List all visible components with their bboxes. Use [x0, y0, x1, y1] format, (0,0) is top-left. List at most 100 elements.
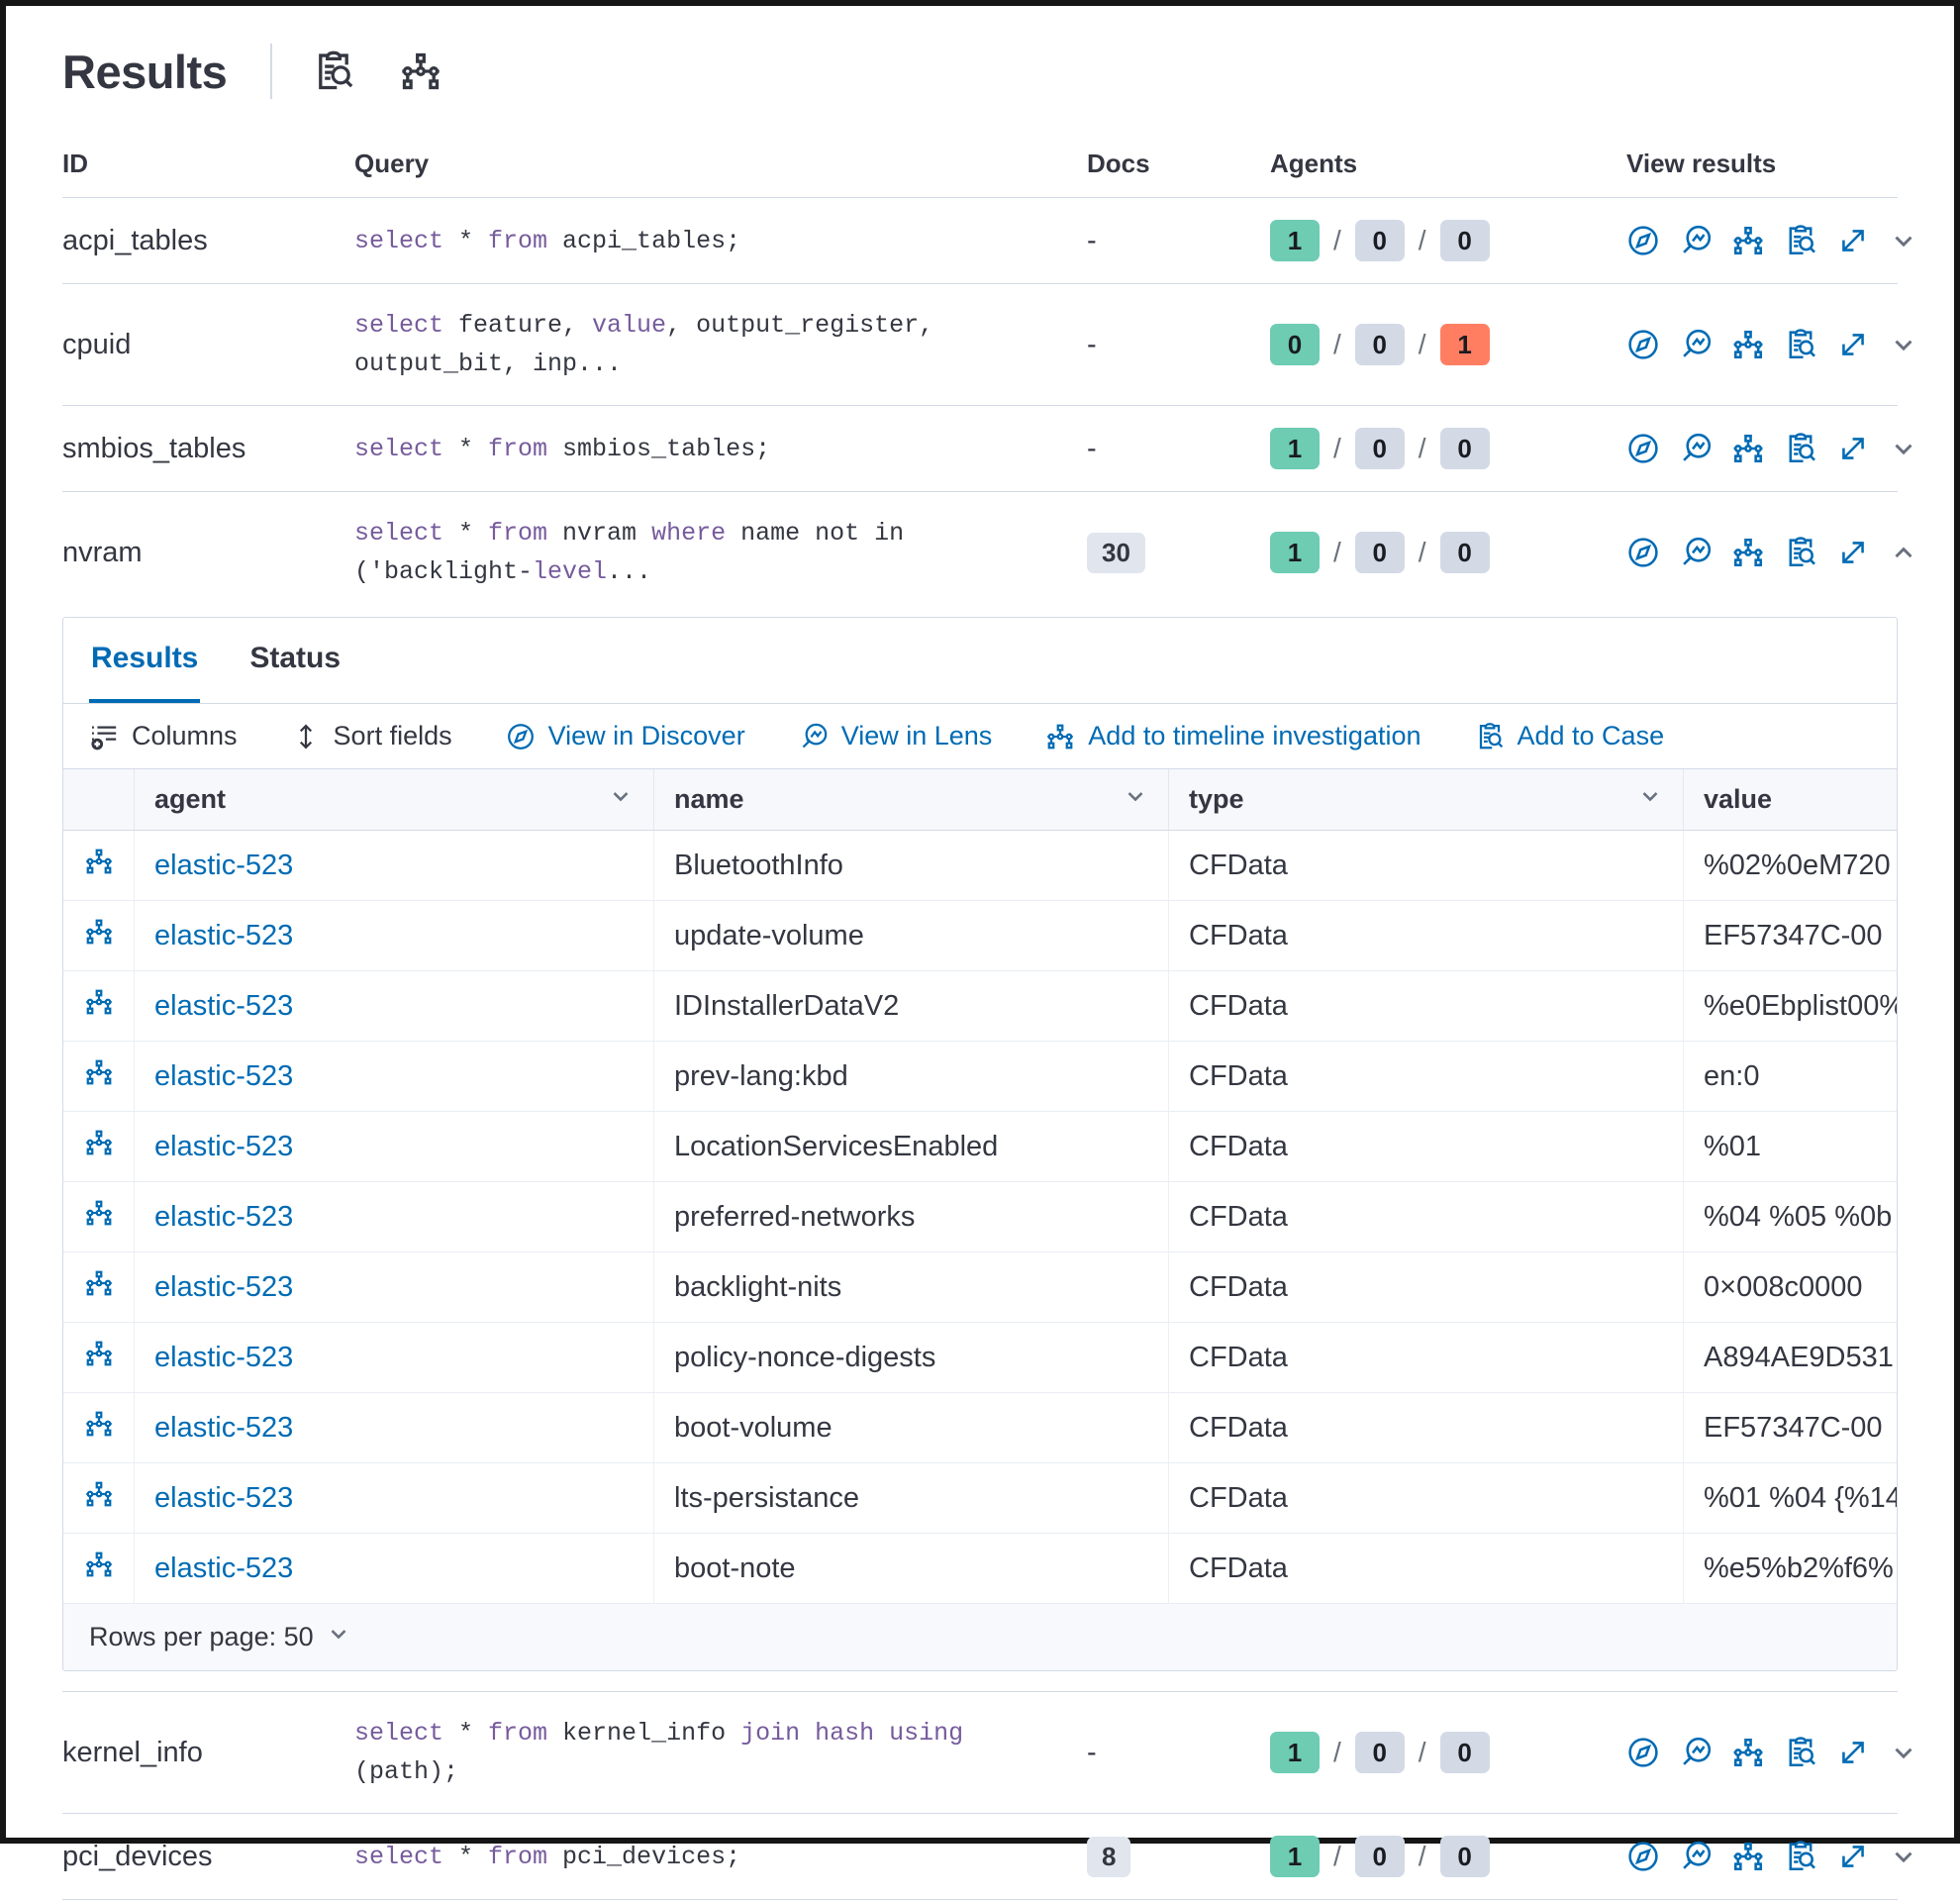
row-actions-cell — [63, 971, 135, 1041]
timeline-tree-icon[interactable] — [1731, 536, 1765, 569]
chevron-down-icon[interactable] — [1889, 226, 1918, 255]
query-row-acpi-tables: acpi_tables select * from acpi_tables; -… — [62, 198, 1898, 284]
case-inspect-icon[interactable] — [1784, 1840, 1817, 1873]
timeline-tree-icon[interactable] — [1731, 1840, 1765, 1873]
case-inspect-icon[interactable] — [1784, 1736, 1817, 1769]
chevron-down-icon[interactable] — [1889, 1842, 1918, 1871]
query-id: kernel_info — [62, 1736, 203, 1768]
chevron-down-icon[interactable] — [1123, 783, 1148, 816]
grid-column-type[interactable]: type — [1169, 769, 1684, 830]
add-to-timeline-icon[interactable] — [84, 1550, 114, 1587]
value-cell: %02%0eM720 — [1704, 849, 1891, 881]
type-cell: CFData — [1169, 1323, 1684, 1392]
expand-icon[interactable] — [1836, 224, 1870, 257]
add-to-timeline-icon[interactable] — [84, 847, 114, 884]
agent-link[interactable]: elastic-523 — [154, 1481, 294, 1514]
add-to-timeline-icon[interactable] — [84, 1409, 114, 1447]
chevron-down-icon[interactable] — [1889, 330, 1918, 359]
lens-icon[interactable] — [1679, 432, 1713, 465]
add-to-timeline-icon[interactable] — [84, 1268, 114, 1306]
value-cell: EF57347C-00 — [1704, 919, 1883, 951]
chevron-down-icon[interactable] — [1637, 783, 1663, 816]
case-inspect-icon[interactable] — [1784, 536, 1817, 569]
grid-column-value[interactable]: value — [1704, 784, 1773, 814]
view-results-actions — [1626, 224, 1918, 257]
sort-fields-button[interactable]: Sort fields — [291, 721, 452, 751]
discover-compass-icon[interactable] — [1626, 224, 1660, 257]
expand-icon[interactable] — [1836, 432, 1870, 465]
add-to-timeline-icon[interactable] — [84, 1198, 114, 1236]
expand-icon[interactable] — [1836, 1840, 1870, 1873]
case-inspect-icon[interactable] — [1784, 224, 1817, 257]
name-cell: policy-nonce-digests — [654, 1323, 1169, 1392]
chevron-down-icon[interactable] — [1889, 434, 1918, 463]
add-to-timeline-icon[interactable] — [84, 987, 114, 1025]
tab-status[interactable]: Status — [249, 642, 342, 674]
add-to-timeline-icon[interactable] — [84, 1057, 114, 1095]
agent-cell: elastic-523 — [135, 1393, 654, 1462]
chevron-up-icon[interactable] — [1889, 538, 1918, 567]
grid-column-agent[interactable]: agent — [135, 769, 654, 830]
lens-icon[interactable] — [1679, 328, 1713, 361]
agent-link[interactable]: elastic-523 — [154, 919, 294, 951]
timeline-tree-icon[interactable] — [1731, 328, 1765, 361]
expand-icon[interactable] — [1836, 1736, 1870, 1769]
chevron-down-icon[interactable] — [608, 783, 634, 816]
lens-icon[interactable] — [1679, 536, 1713, 569]
lens-icon — [799, 722, 829, 751]
case-inspect-icon[interactable] — [1784, 432, 1817, 465]
inspect-icon[interactable] — [312, 50, 355, 93]
discover-compass-icon[interactable] — [1626, 536, 1660, 569]
col-header-agents: Agents — [1270, 149, 1358, 178]
tab-results[interactable]: Results — [89, 618, 201, 703]
discover-compass-icon[interactable] — [1626, 1840, 1660, 1873]
view-in-discover-button[interactable]: View in Discover — [506, 721, 745, 751]
timeline-tree-icon[interactable] — [399, 50, 442, 93]
case-inspect-icon[interactable] — [1784, 328, 1817, 361]
agent-link[interactable]: elastic-523 — [154, 1341, 294, 1373]
rows-per-page-button[interactable]: Rows per page: 50 — [89, 1622, 314, 1651]
agent-cell: elastic-523 — [135, 1534, 654, 1603]
timeline-tree-icon[interactable] — [1731, 1736, 1765, 1769]
row-actions-cell — [63, 1393, 135, 1462]
grid-column-name[interactable]: name — [654, 769, 1169, 830]
agent-link[interactable]: elastic-523 — [154, 1059, 294, 1092]
agent-link[interactable]: elastic-523 — [154, 1270, 294, 1303]
add-to-timeline-button[interactable]: Add to timeline investigation — [1045, 721, 1421, 751]
row-actions-cell — [63, 1042, 135, 1111]
agent-link[interactable]: elastic-523 — [154, 1411, 294, 1444]
agents-success-badge: 1 — [1270, 532, 1320, 573]
agent-link[interactable]: elastic-523 — [154, 849, 294, 881]
add-to-timeline-icon[interactable] — [84, 1128, 114, 1165]
lens-icon[interactable] — [1679, 224, 1713, 257]
chevron-down-icon[interactable] — [326, 1621, 351, 1653]
docs-count: - — [1087, 1736, 1097, 1768]
result-row: elastic-523 update-volume CFData EF57347… — [63, 901, 1897, 971]
add-to-timeline-icon[interactable] — [84, 1479, 114, 1517]
add-to-timeline-icon[interactable] — [84, 917, 114, 954]
row-actions-cell — [63, 1182, 135, 1251]
col-header-query: Query — [354, 149, 430, 178]
columns-button[interactable]: Columns — [89, 721, 238, 751]
discover-compass-icon[interactable] — [1626, 432, 1660, 465]
add-to-timeline-icon[interactable] — [84, 1339, 114, 1376]
view-in-lens-button[interactable]: View in Lens — [799, 721, 992, 751]
lens-icon[interactable] — [1679, 1736, 1713, 1769]
agent-link[interactable]: elastic-523 — [154, 1200, 294, 1233]
agents-pending-badge: 0 — [1354, 532, 1405, 573]
discover-compass-icon[interactable] — [1626, 1736, 1660, 1769]
agent-link[interactable]: elastic-523 — [154, 1551, 294, 1584]
result-row: elastic-523 lts-persistance CFData %01 %… — [63, 1463, 1897, 1534]
name-cell: prev-lang:kbd — [654, 1042, 1169, 1111]
discover-compass-icon[interactable] — [1626, 328, 1660, 361]
add-to-case-button[interactable]: Add to Case — [1475, 721, 1664, 751]
agent-link[interactable]: elastic-523 — [154, 989, 294, 1022]
docs-count-badge: 8 — [1087, 1836, 1131, 1877]
timeline-tree-icon[interactable] — [1731, 432, 1765, 465]
chevron-down-icon[interactable] — [1889, 1738, 1918, 1767]
expand-icon[interactable] — [1836, 536, 1870, 569]
lens-icon[interactable] — [1679, 1840, 1713, 1873]
expand-icon[interactable] — [1836, 328, 1870, 361]
agent-link[interactable]: elastic-523 — [154, 1130, 294, 1162]
timeline-tree-icon[interactable] — [1731, 224, 1765, 257]
